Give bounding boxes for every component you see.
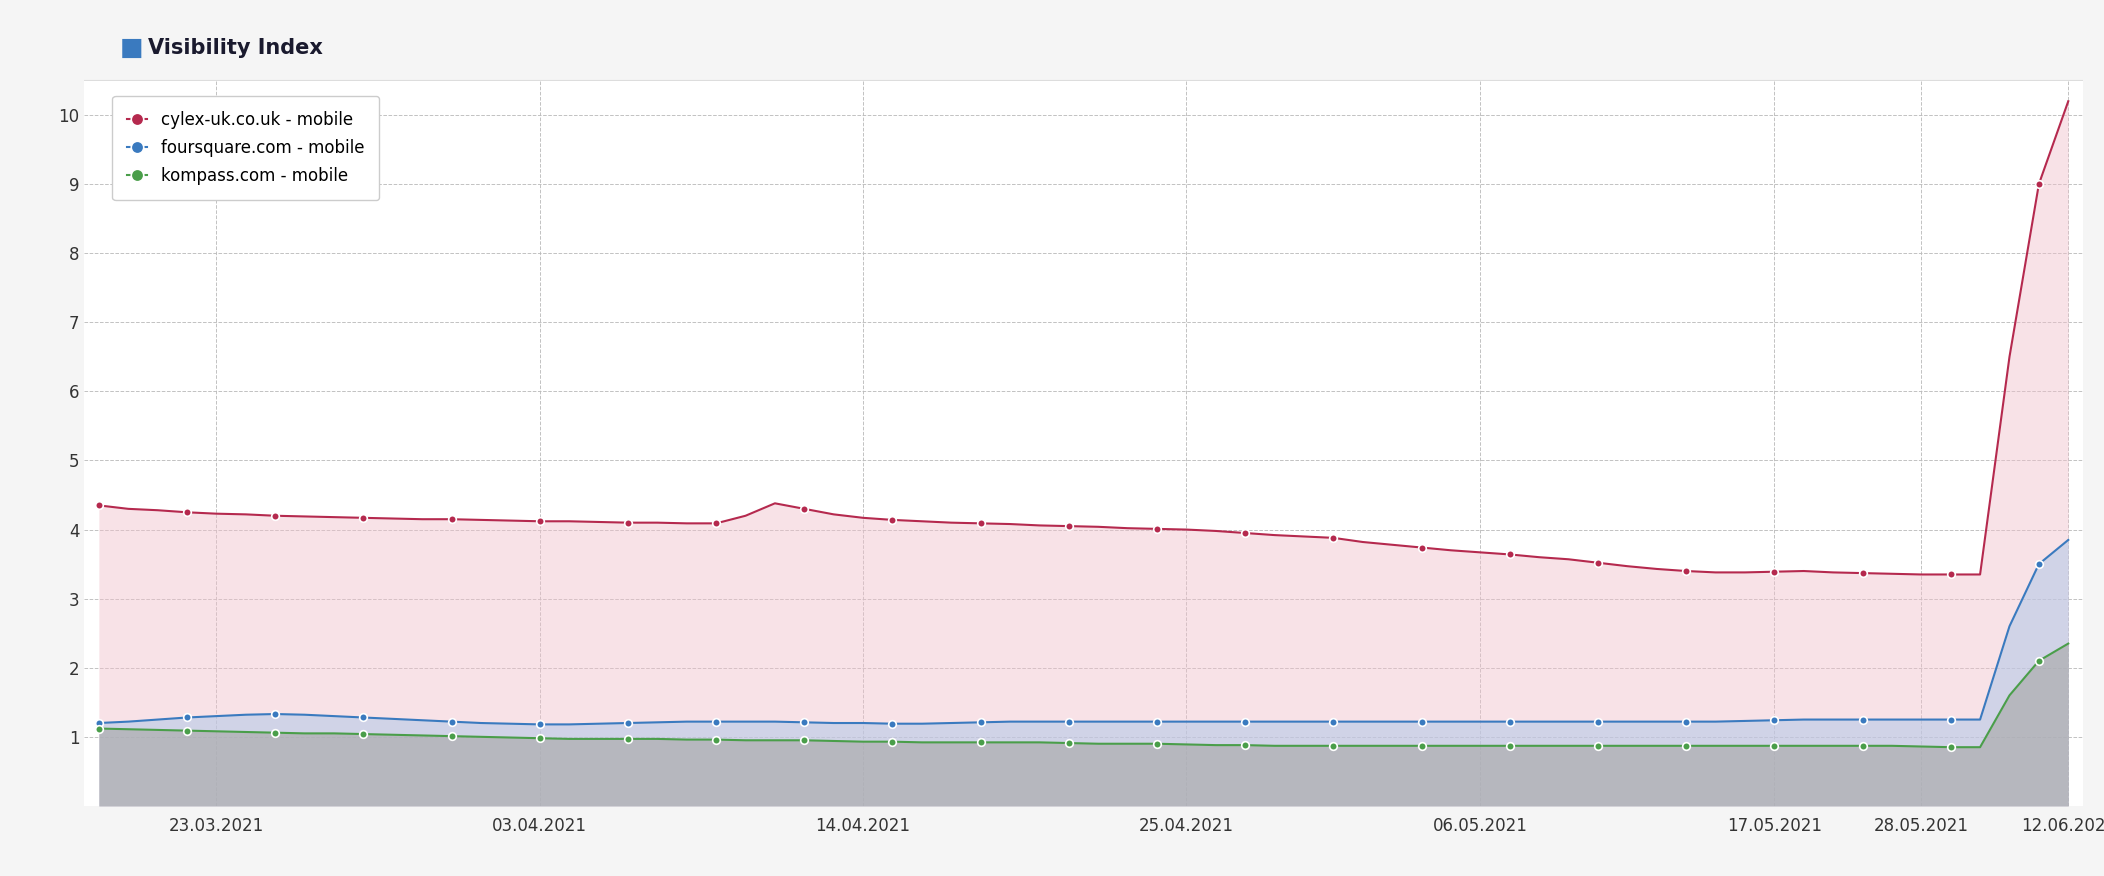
Legend: cylex-uk.co.uk - mobile, foursquare.com - mobile, kompass.com - mobile: cylex-uk.co.uk - mobile, foursquare.com … bbox=[112, 96, 379, 200]
Text: Visibility Index: Visibility Index bbox=[147, 39, 324, 58]
Text: ■: ■ bbox=[120, 36, 143, 60]
